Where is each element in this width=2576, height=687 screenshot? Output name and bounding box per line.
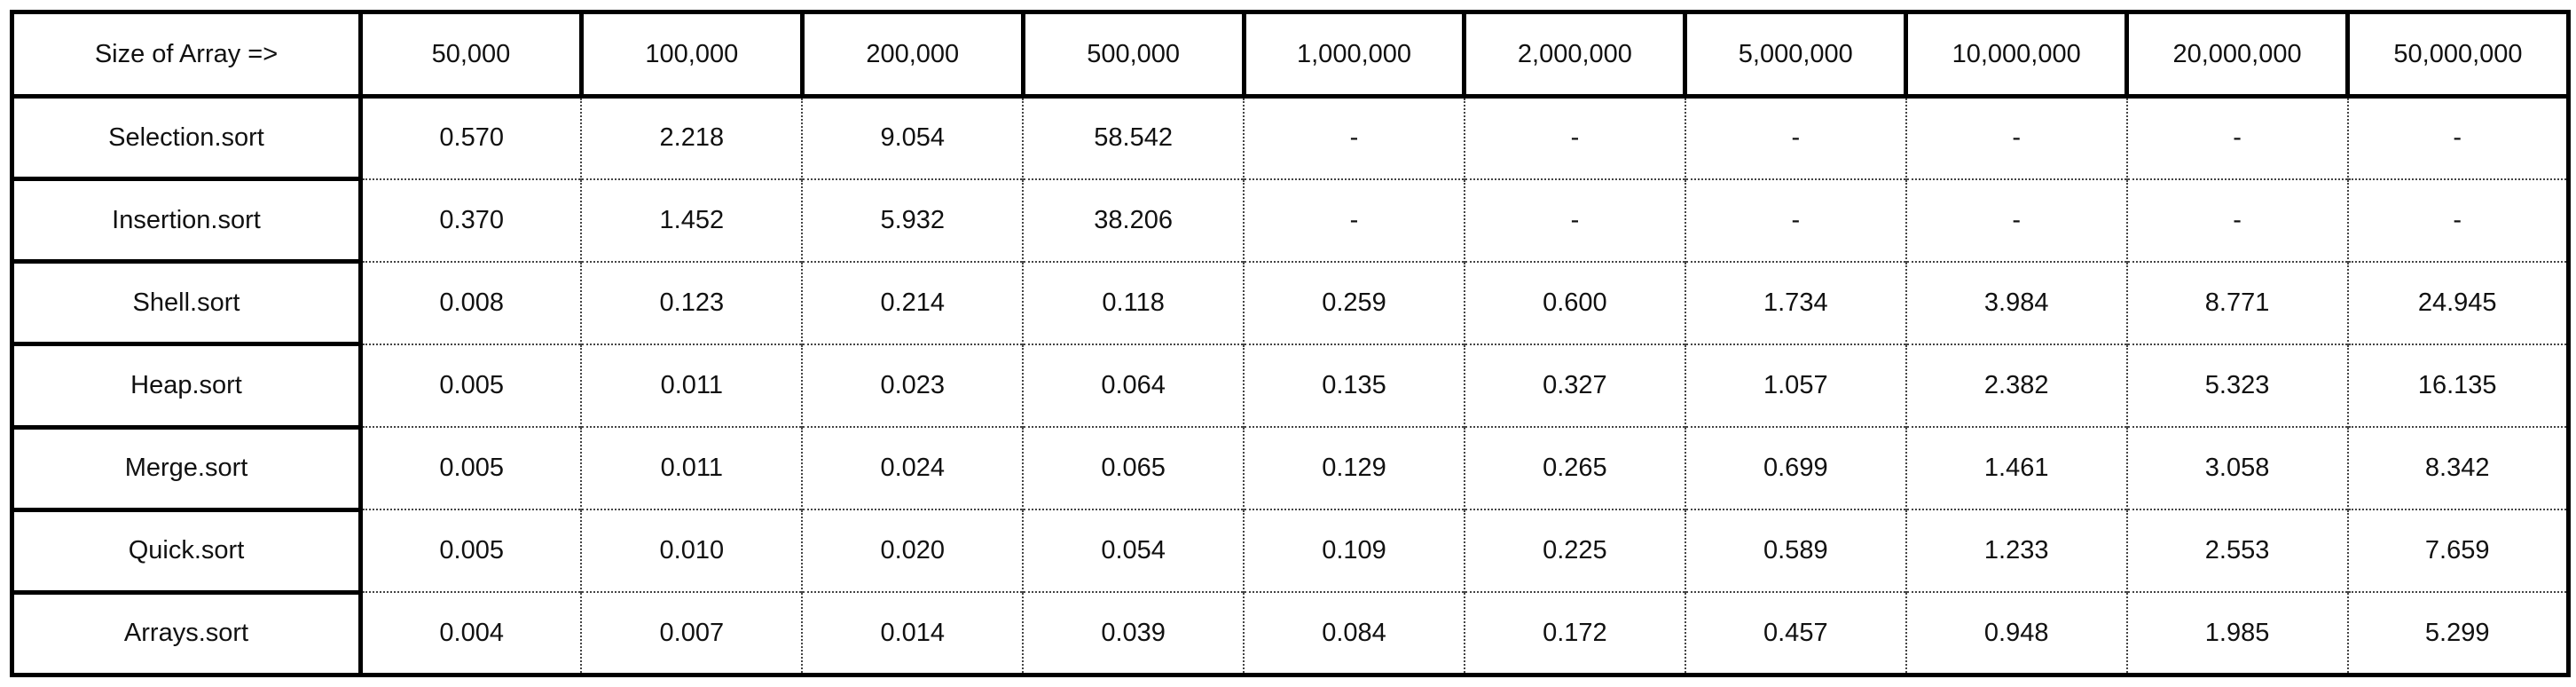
timing-cell: 0.699 — [1684, 426, 1906, 510]
timing-cell: 0.024 — [801, 426, 1024, 510]
timing-cell: 0.005 — [360, 343, 582, 428]
timing-cell: 0.172 — [1463, 591, 1685, 675]
timing-cell: 0.007 — [580, 591, 803, 675]
timing-cell: 0.370 — [360, 178, 582, 262]
timing-cell: 0.020 — [801, 509, 1024, 593]
timing-cell: 0.065 — [1022, 426, 1245, 510]
timing-cell: - — [1684, 178, 1906, 262]
timing-cell: 3.984 — [1905, 260, 2127, 344]
timing-cell: 1.057 — [1684, 343, 1906, 428]
size-header: 1,000,000 — [1241, 11, 1465, 99]
timing-cell: - — [1463, 178, 1685, 262]
table-row: Heap.sort 0.005 0.011 0.023 0.064 0.135 0.327 1… — [12, 342, 2569, 428]
timing-cell: 3.058 — [2125, 426, 2348, 510]
timing-cell: 0.457 — [1684, 591, 1906, 675]
timing-cell: 0.011 — [580, 426, 803, 510]
timing-cell: - — [2346, 178, 2569, 262]
timing-cell: 0.600 — [1463, 260, 1685, 344]
timing-cell: 0.109 — [1243, 509, 1465, 593]
timing-cell: 0.014 — [801, 591, 1024, 675]
timing-cell: 8.342 — [2346, 426, 2569, 510]
timing-cell: 1.452 — [580, 178, 803, 262]
algorithm-label: Merge.sort — [12, 424, 363, 510]
timing-cell: 9.054 — [801, 95, 1024, 179]
size-header: 10,000,000 — [1904, 11, 2127, 99]
timing-cell: 0.005 — [360, 426, 582, 510]
timing-cell: 0.214 — [801, 260, 1024, 344]
table-row: Insertion.sort 0.370 1.452 5.932 38.206- - - - -… — [12, 177, 2569, 262]
timing-cell: 0.948 — [1905, 591, 2127, 675]
algorithm-label: Insertion.sort — [12, 177, 363, 262]
timing-cell: 5.323 — [2125, 343, 2348, 428]
size-header: 20,000,000 — [2124, 11, 2348, 99]
timing-cell: 16.135 — [2346, 343, 2569, 428]
timing-cell: 0.225 — [1463, 509, 1685, 593]
timing-cell: 0.123 — [580, 260, 803, 344]
size-header: 100,000 — [578, 11, 803, 99]
timing-cell: 0.004 — [360, 591, 582, 675]
timing-cell: 0.008 — [360, 260, 582, 344]
timing-cell: 5.299 — [2346, 591, 2569, 675]
timing-cell: 1.233 — [1905, 509, 2127, 593]
timing-cell: - — [1243, 95, 1465, 179]
algorithm-label: Selection.sort — [12, 94, 363, 179]
timing-cell: 0.570 — [360, 95, 582, 179]
timing-cell: 0.064 — [1022, 343, 1245, 428]
size-header: 2,000,000 — [1462, 11, 1685, 99]
timing-cell: 0.010 — [580, 509, 803, 593]
timing-cell: - — [2125, 95, 2348, 179]
timing-cell: - — [1905, 95, 2127, 179]
size-header: 50,000,000 — [2345, 11, 2569, 99]
table-row: Shell.sort 0.008 0.123 0.214 0.118 0.259 0.600… — [12, 259, 2569, 344]
timing-cell: 0.011 — [580, 343, 803, 428]
timing-cell: 0.023 — [801, 343, 1024, 428]
timing-cell: 8.771 — [2125, 260, 2348, 344]
size-header: 500,000 — [1020, 11, 1245, 99]
timing-cell: 0.327 — [1463, 343, 1685, 428]
size-header: 5,000,000 — [1683, 11, 1906, 99]
size-header: 50,000 — [358, 11, 582, 99]
sort-timing-table: Size of Array => 50,000 100,000 200,000 … — [10, 10, 2571, 677]
timing-cell: 5.932 — [801, 178, 1024, 262]
algorithm-label: Arrays.sort — [12, 589, 363, 675]
table-row: Arrays.sort 0.004 0.007 0.014 0.039 0.084 0.17… — [12, 589, 2569, 675]
timing-cell: 0.589 — [1684, 509, 1906, 593]
timing-cell: - — [1463, 95, 1685, 179]
timing-cell: - — [1905, 178, 2127, 262]
timing-cell: 38.206 — [1022, 178, 1245, 262]
algorithm-label: Shell.sort — [12, 259, 363, 344]
header-row: Size of Array => 50,000 100,000 200,000 … — [12, 11, 2569, 99]
table-row: Merge.sort 0.005 0.011 0.024 0.065 0.129 0.265… — [12, 424, 2569, 510]
timing-cell: 0.259 — [1243, 260, 1465, 344]
timing-cell: 0.129 — [1243, 426, 1465, 510]
timing-cell: 2.218 — [580, 95, 803, 179]
timing-cell: 2.382 — [1905, 343, 2127, 428]
timing-cell: 0.135 — [1243, 343, 1465, 428]
timing-cell: - — [1243, 178, 1465, 262]
algorithm-label: Quick.sort — [12, 507, 363, 593]
timing-cell: 0.265 — [1463, 426, 1685, 510]
timing-cell: 0.054 — [1022, 509, 1245, 593]
timing-cell: 1.734 — [1684, 260, 1906, 344]
timing-cell: 0.005 — [360, 509, 582, 593]
algorithm-label: Heap.sort — [12, 342, 363, 428]
timing-cell: 0.084 — [1243, 591, 1465, 675]
timing-cell: 58.542 — [1022, 95, 1245, 179]
size-header: 200,000 — [799, 11, 1024, 99]
timing-cell: 2.553 — [2125, 509, 2348, 593]
timing-cell: - — [2346, 95, 2569, 179]
timing-cell: 24.945 — [2346, 260, 2569, 344]
table-row: Quick.sort 0.005 0.010 0.020 0.054 0.109 0.225… — [12, 507, 2569, 593]
timing-cell: 1.461 — [1905, 426, 2127, 510]
timing-cell: 1.985 — [2125, 591, 2348, 675]
timing-cell: - — [1684, 95, 1906, 179]
corner-label: Size of Array => — [12, 11, 363, 99]
timing-cell: 0.118 — [1022, 260, 1245, 344]
table-row: Selection.sort 0.570 2.218 9.054 58.542- - - - -… — [12, 94, 2569, 179]
timing-cell: 0.039 — [1022, 591, 1245, 675]
timing-cell: 7.659 — [2346, 509, 2569, 593]
timing-cell: - — [2125, 178, 2348, 262]
